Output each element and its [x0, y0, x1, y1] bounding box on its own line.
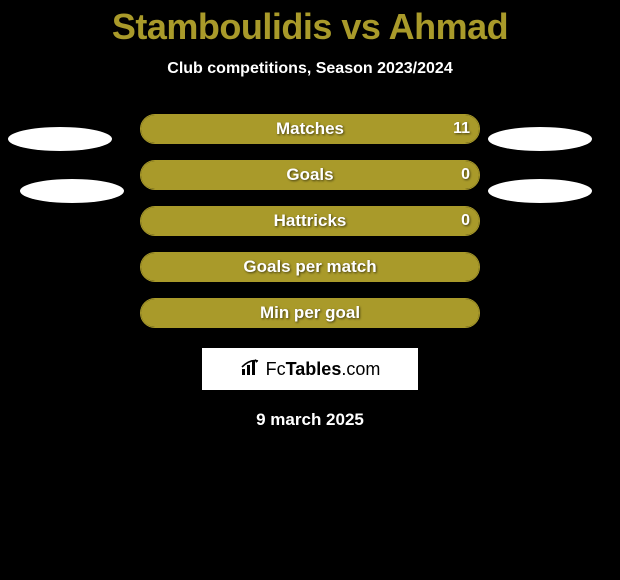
stat-row-matches: Matches 11: [140, 114, 480, 144]
stat-label: Min per goal: [140, 298, 480, 328]
value-right: 0: [461, 160, 470, 190]
stat-label: Goals per match: [140, 252, 480, 282]
stat-row-hattricks: Hattricks 0: [140, 206, 480, 236]
stat-label: Hattricks: [140, 206, 480, 236]
fctables-logo[interactable]: FcTables.com: [202, 348, 418, 390]
stat-label: Matches: [140, 114, 480, 144]
logo-prefix: Fc: [266, 359, 286, 379]
stat-row-goals-per-match: Goals per match: [140, 252, 480, 282]
page-title: Stamboulidis vs Ahmad: [0, 0, 620, 48]
logo-bold: Tables: [286, 359, 342, 379]
stat-row-goals: Goals 0: [140, 160, 480, 190]
value-right: 0: [461, 206, 470, 236]
stat-row-min-per-goal: Min per goal: [140, 298, 480, 328]
logo-text: FcTables.com: [266, 359, 381, 380]
value-right: 11: [453, 114, 470, 144]
stat-label: Goals: [140, 160, 480, 190]
logo-suffix: .com: [341, 359, 380, 379]
comparison-chart: Matches 11 Goals 0 Hattricks 0 Goals per…: [0, 114, 620, 328]
chart-icon: [240, 357, 262, 382]
snapshot-date: 9 march 2025: [0, 410, 620, 430]
subtitle: Club competitions, Season 2023/2024: [0, 60, 620, 78]
